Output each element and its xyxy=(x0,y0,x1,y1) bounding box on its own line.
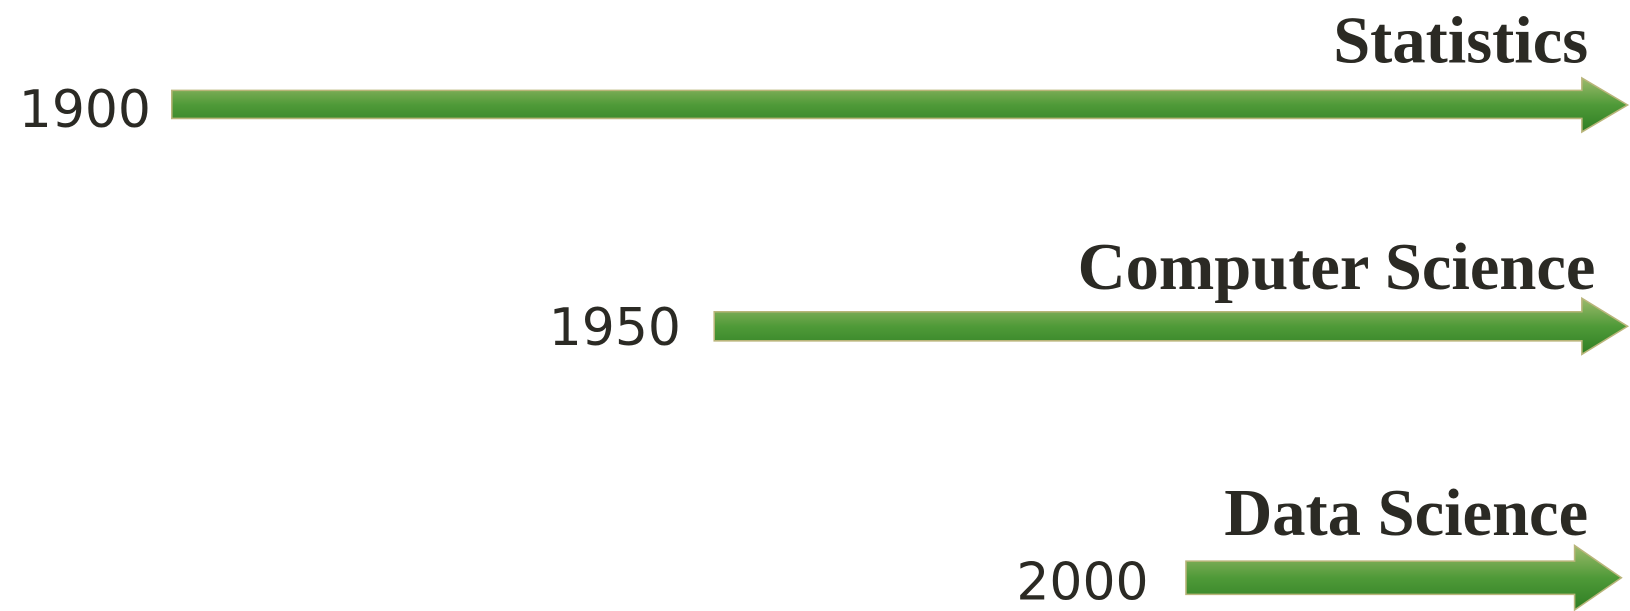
arrow xyxy=(1185,544,1623,611)
arrow xyxy=(171,76,1630,134)
year-label: 1900 xyxy=(19,80,151,140)
field-label: Computer Science xyxy=(1078,231,1596,304)
field-label: Statistics xyxy=(1333,4,1588,77)
field-label: Data Science xyxy=(1224,477,1588,550)
year-label: 1950 xyxy=(549,298,681,358)
arrow xyxy=(713,296,1630,356)
year-label: 2000 xyxy=(1016,553,1148,611)
